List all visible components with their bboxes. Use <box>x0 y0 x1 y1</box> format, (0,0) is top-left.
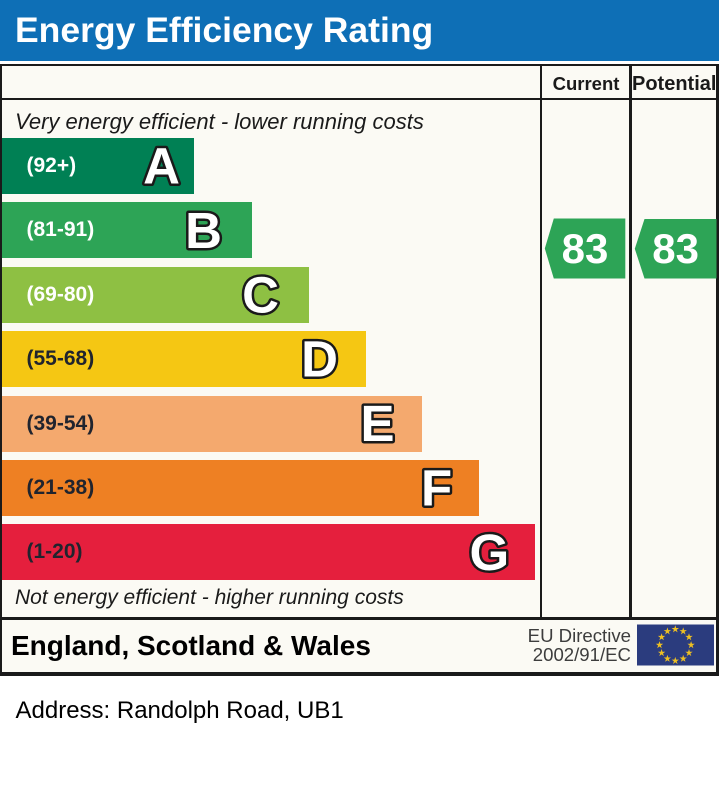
svg-text:D: D <box>301 331 338 388</box>
svg-text:83: 83 <box>562 225 609 272</box>
svg-text:E: E <box>360 395 394 452</box>
svg-text:B: B <box>185 202 222 259</box>
svg-text:C: C <box>242 266 279 323</box>
svg-text:83: 83 <box>652 225 699 272</box>
svg-text:F: F <box>421 460 452 517</box>
svg-text:G: G <box>469 524 509 581</box>
svg-text:A: A <box>143 138 180 195</box>
